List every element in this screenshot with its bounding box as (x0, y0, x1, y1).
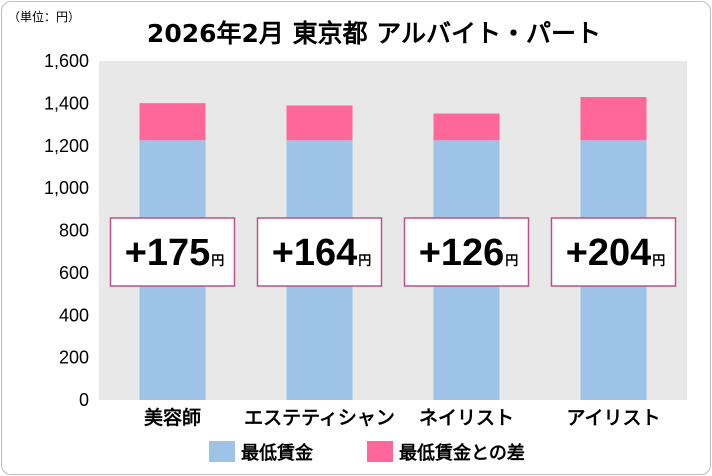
y-axis: 0 200 400 600 800 1,000 1,200 1,400 1,600 (44, 51, 89, 410)
y-tick-label: 400 (59, 305, 89, 325)
difference-callouts: +175 円 +164 円 +126 円 +204 円 (109, 217, 677, 287)
difference-callout: +175 円 (109, 217, 236, 287)
legend-swatch (367, 441, 393, 462)
bar-wage-difference (286, 105, 353, 141)
callout-box (256, 217, 383, 287)
category-label: エステティシャン (244, 407, 395, 429)
category-label: アイリスト (566, 407, 660, 429)
y-tick-label: 1,200 (44, 136, 89, 156)
callout-value: +175 (125, 232, 211, 274)
difference-callout: +164 円 (256, 217, 383, 287)
x-axis: 美容師 エステティシャン ネイリスト アイリスト (144, 406, 661, 429)
legend: 最低賃金 最低賃金との差 (209, 441, 525, 464)
legend-swatch (209, 441, 235, 462)
y-tick-label: 200 (59, 348, 89, 368)
callout-unit: 円 (211, 254, 224, 269)
difference-callout: +204 円 (550, 217, 677, 287)
callout-unit: 円 (652, 254, 665, 269)
y-tick-label: 1,400 (44, 93, 89, 113)
callout-value: +126 (419, 232, 505, 274)
callout-unit: 円 (505, 254, 518, 269)
bar-wage-difference (433, 113, 500, 141)
y-tick-label: 600 (59, 263, 89, 283)
y-tick-label: 1,600 (44, 51, 89, 71)
category-label: 美容師 (144, 406, 201, 429)
category-label: ネイリスト (419, 407, 514, 429)
y-tick-label: 0 (79, 390, 89, 410)
unit-label: （単位：円） (8, 9, 80, 24)
legend-label: 最低賃金 (241, 442, 314, 464)
callout-box (403, 217, 530, 287)
y-tick-label: 1,000 (44, 178, 89, 198)
legend-item: 最低賃金との差 (367, 441, 525, 464)
legend-label: 最低賃金との差 (399, 442, 525, 464)
callout-box (550, 217, 677, 287)
y-tick-label: 800 (59, 221, 89, 241)
callout-unit: 円 (358, 254, 371, 269)
callout-box (109, 217, 236, 287)
chart-title: 2026年2月 東京都 アルバイト・パート (147, 19, 601, 48)
callout-value: +204 (566, 232, 652, 274)
bar-wage-difference (139, 103, 206, 141)
difference-callout: +126 円 (403, 217, 530, 287)
callout-value: +164 (272, 232, 358, 274)
legend-item: 最低賃金 (209, 441, 314, 464)
bar-wage-difference (580, 97, 647, 141)
